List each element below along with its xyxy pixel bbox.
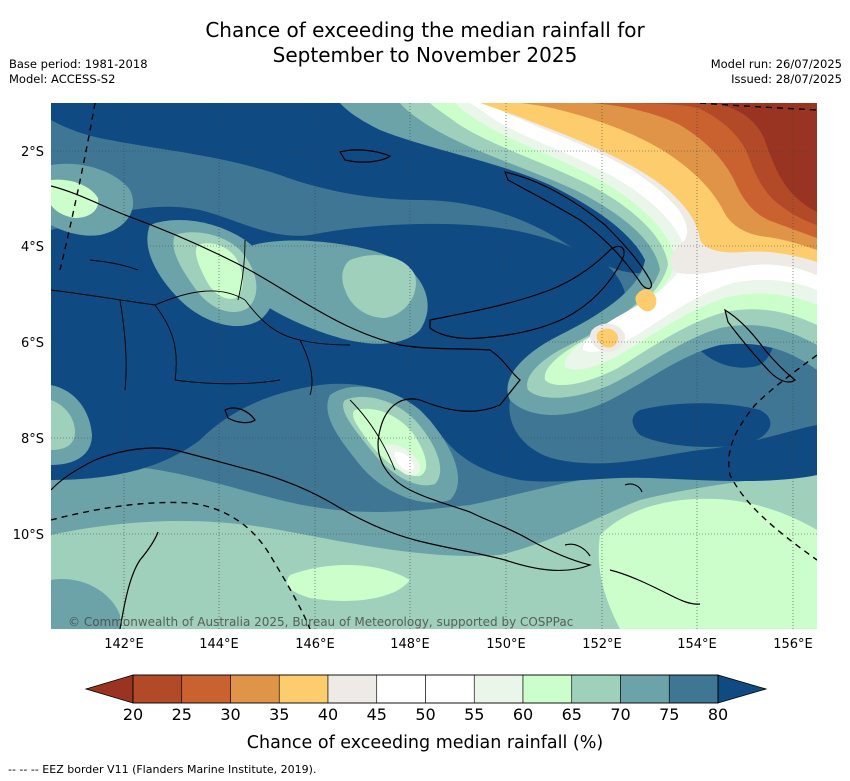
- contour-60-south: [598, 498, 817, 629]
- colorbar-cell: [473, 674, 524, 704]
- coastline-louisiades: [609, 569, 701, 605]
- colorbar-tick-label: 70: [610, 705, 630, 724]
- colorbar-tick-label: 25: [172, 705, 192, 724]
- contour-80-south-east: [632, 403, 771, 447]
- province-borders: [51, 239, 396, 471]
- lat-tick-label: 6°S: [21, 336, 44, 351]
- lat-tick-label: 4°S: [21, 240, 44, 255]
- coastline-australia-cape-york: [119, 531, 159, 629]
- lon-tick-label: 150°E: [486, 637, 526, 652]
- base-period-text: Base period: 1981-2018: [9, 57, 148, 71]
- colorbar-cell: [230, 674, 280, 704]
- colorbar-ticks: 20 25 30 35 40 45 50 55 60 65 70 75 80: [123, 705, 728, 724]
- colorbar-cell: [132, 674, 183, 704]
- contour-60-south-west: [286, 564, 410, 601]
- eez-border-east: [728, 354, 817, 561]
- colorbar: 20 25 30 35 40 45 50 55 60 65 70 75 80 Chance of exc…: [84, 674, 768, 753]
- model-text: Model: ACCESS-S2: [9, 72, 116, 86]
- colorbar-label: Chance of exceeding median rainfall (%): [247, 733, 603, 753]
- coastline-dentrecasteaux: [564, 543, 591, 557]
- lat-tick-label: 8°S: [21, 432, 44, 447]
- map-title: Chance of exceeding the median rainfall …: [0, 18, 850, 68]
- eez-borders: [51, 103, 817, 629]
- colorbar-cell: [181, 674, 231, 704]
- coastlines: [51, 149, 796, 629]
- contour-35-patch-a: [635, 289, 657, 312]
- colorbar-high-extension: [717, 674, 768, 704]
- lon-tick-label: 148°E: [390, 637, 430, 652]
- colorbar-frame: [132, 674, 719, 704]
- contour-60-west: [195, 243, 243, 299]
- colorbar-tick-label: 65: [562, 705, 582, 724]
- coastline-new-guinea: [51, 185, 592, 572]
- colorbar-cell: [425, 674, 475, 704]
- coastline-new-ireland: [504, 171, 652, 290]
- colorbar-cell: [522, 674, 573, 704]
- colorbar-cell: [571, 674, 621, 704]
- colorbar-tick-label: 80: [708, 705, 728, 724]
- contour-65-central: [342, 255, 416, 318]
- colorbar-low-extension: [84, 674, 134, 704]
- eez-border-south: [51, 501, 311, 629]
- lon-tick-label: 154°E: [677, 637, 717, 652]
- info-left: Base period: 1981-2018 Model: ACCESS-S2: [9, 57, 148, 87]
- info-right: Model run: 26/07/2025 Issued: 28/07/2025: [711, 57, 842, 87]
- map-plot-area: © Commonwealth of Australia 2025, Bureau…: [51, 103, 817, 629]
- colorbar-tick-label: 55: [464, 705, 484, 724]
- colorbar-cell: [278, 674, 329, 704]
- lat-tick-label: 2°S: [21, 145, 44, 160]
- title-line-1: Chance of exceeding the median rainfall …: [205, 18, 645, 42]
- lon-ticks: 142°E 144°E 146°E 148°E 150°E 152°E 154°…: [104, 637, 813, 652]
- contour-65-west-south: [51, 400, 75, 450]
- colorbar-cells: [132, 674, 719, 704]
- title-line-2: September to November 2025: [272, 43, 578, 67]
- colorbar-tick-label: 40: [318, 705, 338, 724]
- colorbar-tick-label: 20: [123, 705, 143, 724]
- coastline-bougainville: [724, 308, 796, 383]
- colorbar-tick-label: 35: [269, 705, 289, 724]
- colorbar-cell: [327, 674, 378, 704]
- colorbar-tick-label: 50: [415, 705, 435, 724]
- lon-tick-label: 152°E: [582, 637, 622, 652]
- contour-below20-ne: [640, 103, 817, 212]
- contour-70-southwest-patch: [51, 579, 120, 629]
- coastline-manus: [339, 149, 392, 163]
- colorbar-cell: [376, 674, 426, 704]
- lat-tick-label: 10°S: [13, 528, 44, 543]
- colorbar-tick-label: 30: [220, 705, 240, 724]
- graticule: [51, 103, 817, 629]
- coastline-lake-murray: [224, 407, 256, 424]
- issued-text: Issued: 28/07/2025: [731, 72, 842, 86]
- lon-tick-label: 144°E: [199, 637, 239, 652]
- colorbar-tick-label: 75: [659, 705, 679, 724]
- lon-tick-label: 142°E: [104, 637, 144, 652]
- contour-50-tongue: [394, 451, 414, 471]
- colorbar-tick-label: 45: [367, 705, 387, 724]
- coastline-trobriand: [624, 483, 643, 493]
- eez-border-ne: [699, 103, 817, 111]
- eez-legend-note: -- -- -- EEZ border V11 (Flanders Marine…: [8, 763, 317, 776]
- lon-tick-label: 146°E: [295, 637, 335, 652]
- model-run-text: Model run: 26/07/2025: [710, 57, 842, 71]
- lon-tick-label: 156°E: [773, 637, 813, 652]
- colorbar-cell: [620, 674, 670, 704]
- copyright-text: © Commonwealth of Australia 2025, Bureau…: [68, 615, 573, 629]
- colorbar-cell: [668, 674, 719, 704]
- lat-ticks: 2°S 4°S 6°S 8°S 10°S: [13, 145, 44, 543]
- contour-35-patch-b: [596, 328, 618, 348]
- colorbar-tick-label: 60: [513, 705, 533, 724]
- coastline-new-britain: [429, 245, 625, 340]
